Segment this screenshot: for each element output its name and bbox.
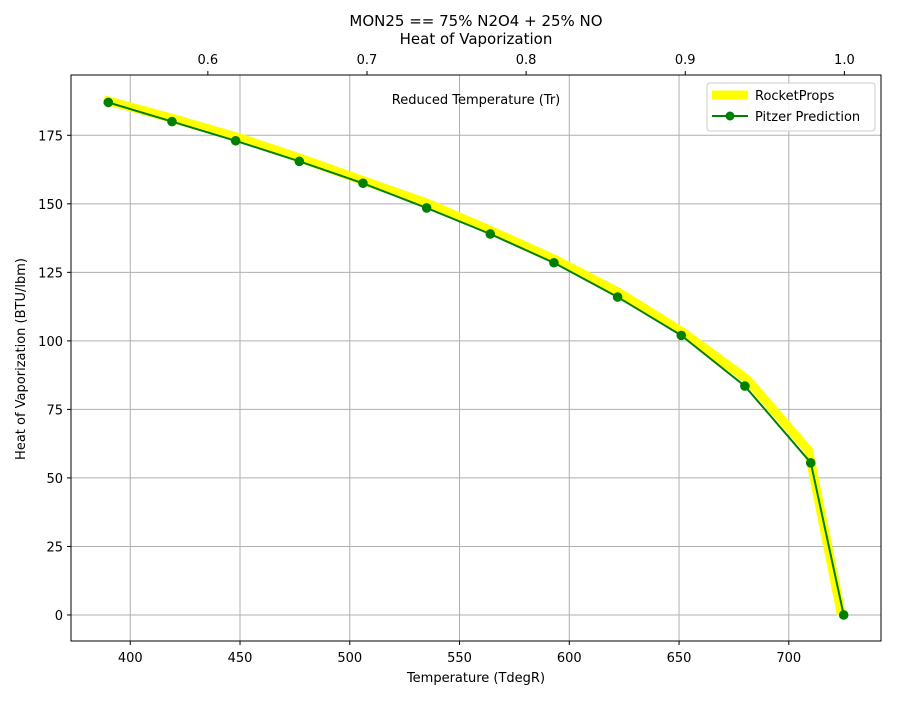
plot-series <box>102 95 849 620</box>
y-tick-label: 75 <box>46 403 63 418</box>
data-point-pitzer-prediction <box>549 257 559 268</box>
data-point-pitzer-prediction <box>230 135 241 146</box>
chart-title-line-1: MON25 == 75% N2O4 + 25% NO <box>349 12 602 30</box>
top-x-tick-label: 0.8 <box>516 53 537 68</box>
data-point-pitzer-prediction <box>167 116 177 127</box>
top-x-tick-label: 0.6 <box>198 53 219 68</box>
x-tick-label: 450 <box>228 651 253 666</box>
data-point-pitzer-prediction <box>805 458 816 468</box>
x-tick-label: 400 <box>118 651 143 666</box>
y-tick-label: 125 <box>38 266 63 281</box>
series-line-pitzer-prediction <box>108 101 845 616</box>
axis-ticks: 400 450 500 550 600 650 700 0 25 50 75 100 125 150 175… <box>38 53 855 666</box>
data-point-pitzer-prediction <box>421 203 432 213</box>
data-point-pitzer-prediction <box>358 178 368 189</box>
x-axis-label: Temperature (TdegR) <box>406 671 545 686</box>
chart-title-line-2: Heat of Vaporization <box>400 30 553 48</box>
legend-box <box>706 82 876 132</box>
legend-label-rocketprops: RocketProps <box>755 89 835 104</box>
data-point-pitzer-prediction <box>485 229 496 239</box>
legend-label-pitzer: Pitzer Prediction <box>755 110 860 125</box>
data-point-pitzer-prediction <box>294 156 305 167</box>
legend: RocketProps Pitzer Prediction <box>706 82 876 132</box>
grid <box>71 75 881 641</box>
data-point-pitzer-prediction <box>676 330 687 341</box>
y-tick-label: 50 <box>46 472 63 487</box>
x-tick-label: 550 <box>447 651 472 666</box>
y-tick-label: 150 <box>38 198 63 213</box>
x-tick-label: 650 <box>667 651 692 666</box>
x-tick-label: 700 <box>776 651 801 666</box>
top-x-axis-label: Reduced Temperature (Tr) <box>392 93 560 108</box>
data-point-pitzer-prediction <box>103 97 114 108</box>
y-tick-label: 100 <box>38 335 63 350</box>
data-point-pitzer-prediction <box>612 292 623 302</box>
y-axis-label: Heat of Vaporization (BTU/lbm) <box>14 258 29 460</box>
y-tick-label: 175 <box>38 129 63 144</box>
series-line-rocketprops <box>102 95 846 616</box>
top-x-tick-label: 0.9 <box>675 53 696 68</box>
x-tick-label: 600 <box>557 651 582 666</box>
data-point-pitzer-prediction <box>740 381 750 391</box>
y-tick-label: 0 <box>55 609 63 624</box>
top-x-tick-label: 0.7 <box>357 53 378 68</box>
data-point-pitzer-prediction <box>838 610 849 620</box>
x-tick-label: 500 <box>337 651 362 666</box>
legend-swatch-pitzer-marker <box>725 111 735 121</box>
plot-frame <box>70 74 882 642</box>
y-tick-label: 25 <box>46 540 63 555</box>
top-x-tick-label: 1.0 <box>834 53 855 68</box>
